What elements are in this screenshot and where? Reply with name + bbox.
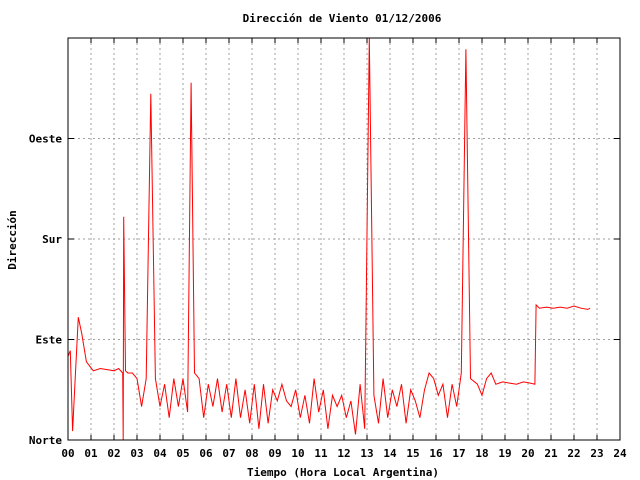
- x-tick-label: 07: [222, 447, 235, 460]
- x-tick-label: 17: [452, 447, 465, 460]
- x-tick-label: 19: [498, 447, 511, 460]
- x-tick-label: 18: [475, 447, 488, 460]
- x-tick-label: 05: [176, 447, 189, 460]
- x-tick-label: 23: [590, 447, 603, 460]
- y-tick-label: Oeste: [29, 133, 62, 146]
- x-tick-label: 06: [199, 447, 213, 460]
- x-tick-label: 14: [383, 447, 397, 460]
- x-tick-label: 16: [429, 447, 443, 460]
- x-tick-label: 04: [153, 447, 167, 460]
- tick-layer: 00 01 02 03 04 05 06 07 08 09 10 11 12 13 14 15 16 17 18 19…: [29, 38, 627, 460]
- x-tick-label: 08: [245, 447, 258, 460]
- series-layer: [67, 37, 591, 441]
- y-tick-label: Sur: [42, 233, 62, 246]
- x-tick-label: 00: [61, 447, 74, 460]
- x-tick-label: 15: [406, 447, 419, 460]
- chart-title: Dirección de Viento 01/12/2006: [243, 12, 442, 25]
- wind-direction-series-line: [67, 37, 591, 441]
- x-tick-label: 02: [107, 447, 120, 460]
- x-tick-label: 22: [567, 447, 580, 460]
- x-tick-label: 20: [521, 447, 534, 460]
- x-tick-label: 10: [291, 447, 304, 460]
- x-axis-label: Tiempo (Hora Local Argentina): [247, 466, 439, 479]
- y-axis-label: Dirección: [6, 210, 19, 270]
- x-tick-label: 21: [544, 447, 558, 460]
- x-tick-label: 24: [613, 447, 627, 460]
- y-tick-label: Norte: [29, 434, 62, 447]
- x-tick-label: 11: [314, 447, 328, 460]
- x-tick-label: 13: [360, 447, 373, 460]
- x-tick-label: 01: [84, 447, 98, 460]
- x-tick-label: 12: [337, 447, 350, 460]
- x-tick-label: 09: [268, 447, 281, 460]
- x-tick-label: 03: [130, 447, 143, 460]
- y-tick-label: Este: [36, 334, 63, 347]
